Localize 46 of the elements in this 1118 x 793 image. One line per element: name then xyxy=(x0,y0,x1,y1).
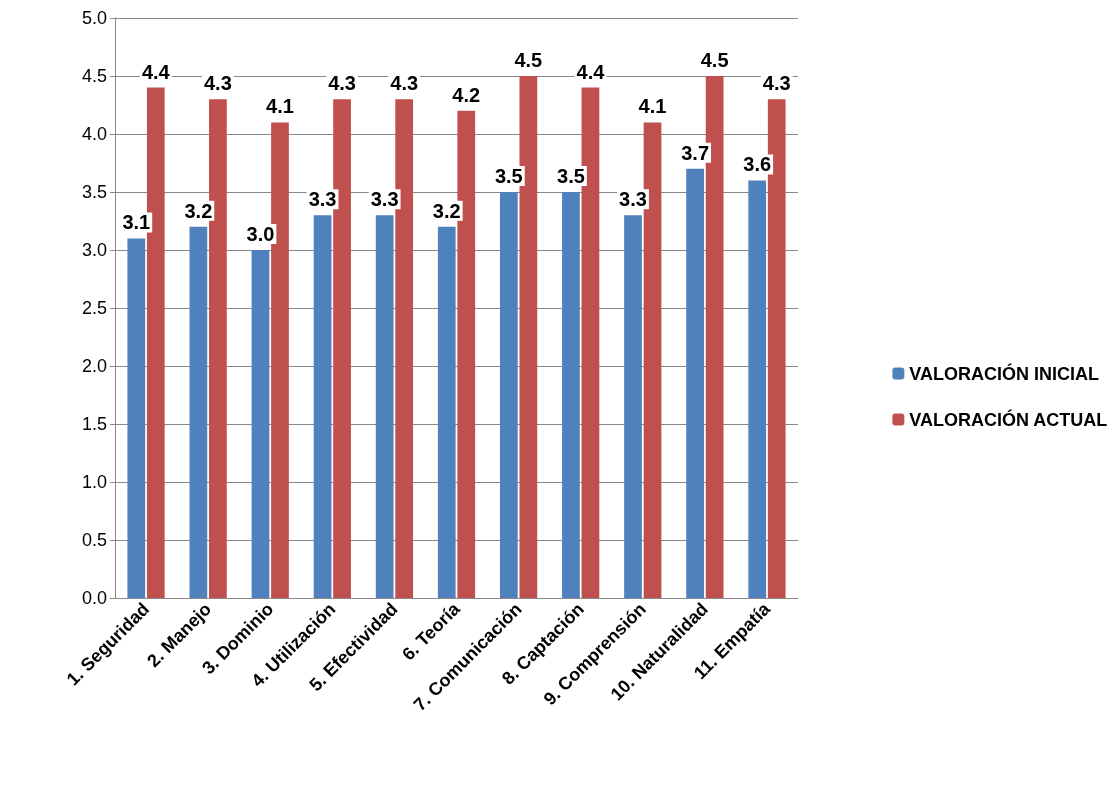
y-tick-label: 3.0 xyxy=(81,240,107,260)
data-label: 4.3 xyxy=(328,72,356,95)
data-label: 4.5 xyxy=(700,49,729,71)
bar xyxy=(251,250,270,598)
bar xyxy=(748,180,767,598)
data-label: 3.2 xyxy=(432,199,461,222)
y-tick-label: 0.0 xyxy=(81,588,107,608)
data-label: 4.3 xyxy=(390,72,419,95)
y-tick-label: 1.0 xyxy=(81,472,107,492)
data-label: 3.3 xyxy=(308,188,337,211)
y-tick-label: 1.5 xyxy=(81,414,107,434)
data-label: 4.5 xyxy=(514,49,543,71)
bar xyxy=(375,215,394,598)
legend-label: VALORACIÓN ACTUAL xyxy=(909,408,1108,430)
bar xyxy=(189,226,208,598)
data-label: 4.2 xyxy=(452,83,481,106)
data-label: 3.1 xyxy=(122,211,151,234)
data-label: 4.4 xyxy=(141,60,171,83)
bar xyxy=(499,192,518,598)
y-tick-label: 5.0 xyxy=(81,8,107,28)
y-tick-label: 4.5 xyxy=(81,66,107,86)
data-label: 3.7 xyxy=(681,141,710,164)
bar xyxy=(437,226,456,598)
data-label: 4.4 xyxy=(576,60,606,83)
data-label: 3.3 xyxy=(370,188,399,211)
data-label: 4.1 xyxy=(638,95,667,118)
y-tick-label: 0.5 xyxy=(81,530,107,550)
data-label: 3.5 xyxy=(494,165,523,187)
bar xyxy=(127,238,146,598)
y-tick-label: 2.0 xyxy=(81,356,107,376)
data-label: 3.3 xyxy=(619,188,647,211)
y-tick-label: 2.5 xyxy=(81,298,107,318)
data-label: 4.1 xyxy=(266,95,294,118)
data-label: 4.3 xyxy=(203,72,232,95)
y-tick-label: 4.0 xyxy=(81,124,107,144)
bar xyxy=(686,168,704,598)
bar xyxy=(624,215,642,598)
bar xyxy=(313,215,332,598)
legend-label: VALORACIÓN INICIAL xyxy=(909,362,1100,384)
data-label: 3.5 xyxy=(557,165,585,187)
data-label: 4.3 xyxy=(762,72,791,95)
y-tick-label: 3.5 xyxy=(81,182,107,202)
data-label: 3.0 xyxy=(246,223,275,245)
bar xyxy=(562,192,580,598)
data-label: 3.6 xyxy=(743,153,772,176)
data-label: 3.2 xyxy=(184,199,213,222)
